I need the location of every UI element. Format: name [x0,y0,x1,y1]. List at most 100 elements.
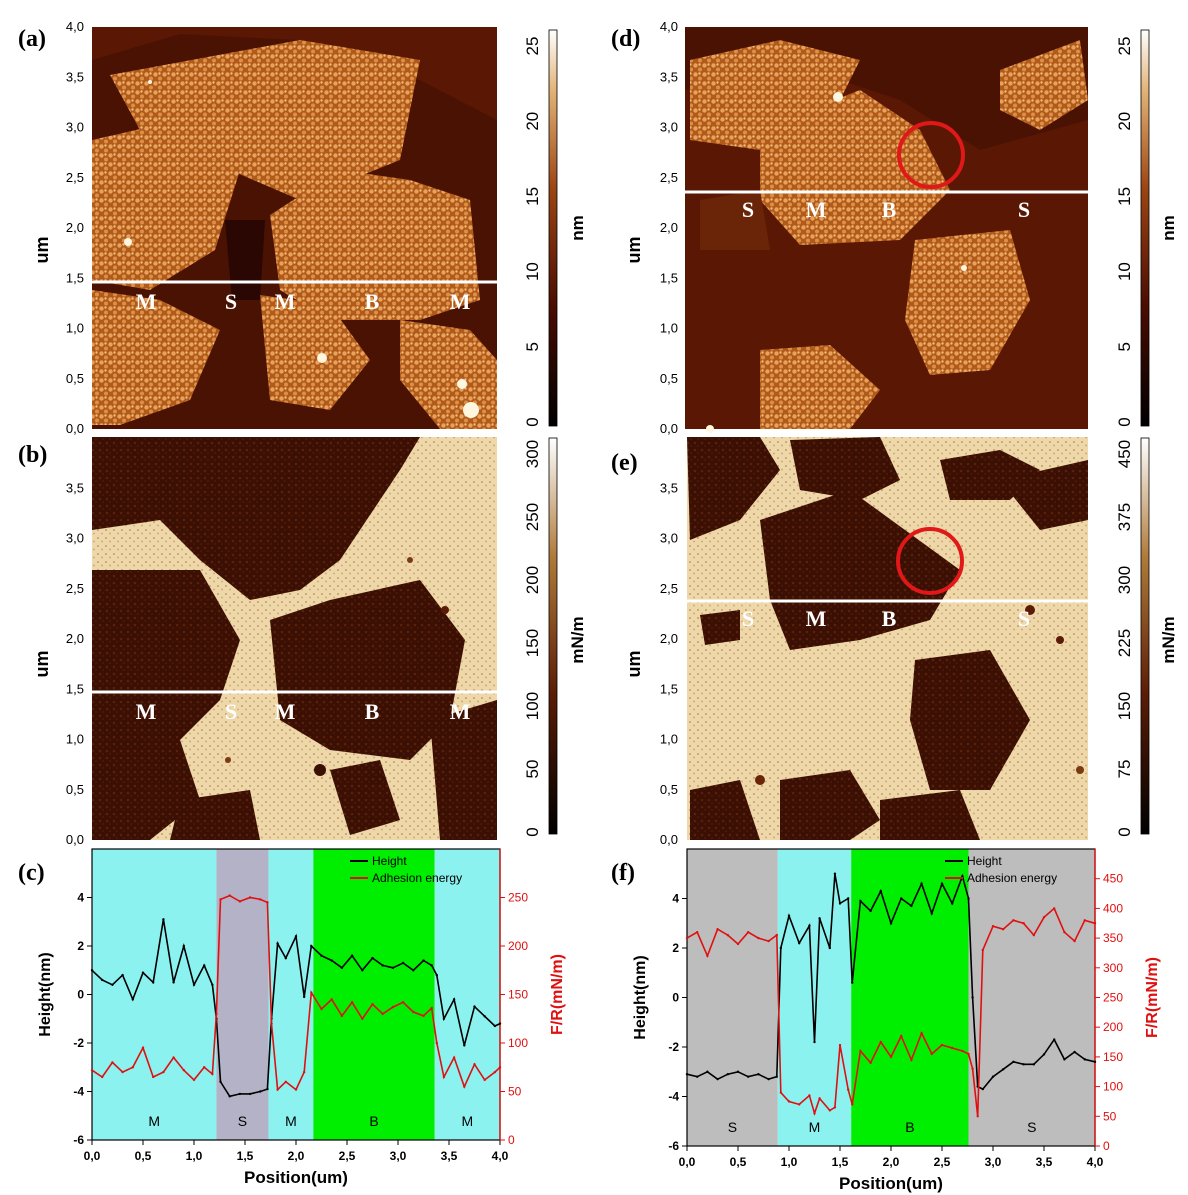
series-point-height [951,902,954,905]
chart-c: M S M B M 0,0 0,5 1,0 1,5 2,0 2,5 3,0 3,5 4,0 -6 -4 -2 0 2… [37,848,566,1187]
series-point-adhesion-energy [1032,933,1036,937]
series-point-height [238,1092,242,1096]
series-point-height [736,1070,740,1073]
series-point-adhesion-energy [101,1075,104,1079]
region-band-b [313,849,435,1140]
series-point-height [787,914,791,918]
series-point-adhesion-energy [266,901,269,904]
series-point-height [930,912,933,915]
series-point-adhesion-energy [219,898,222,901]
panel-d-colorbar-unit: nm [1159,215,1178,241]
panel-e-colorbar-tick: 375 [1115,503,1134,531]
series-point-height [340,966,344,970]
panel-a-ytick-label: 3,0 [66,120,84,135]
series-point-height [940,882,944,885]
series-point-height [1073,1050,1076,1054]
panel-b-colorbar-tick: 50 [523,760,542,779]
region-label-m: M [462,1113,474,1129]
series-point-height [846,897,850,900]
panel-e-ytick-label: 0,0 [660,832,678,847]
chart-f: S M B S 0,0 0,5 1,0 1,5 2,0 2,5 3,0 3,5 4,0 -6 -4 -2 0 2 4… [632,848,1161,1193]
panel-e-colorbar-tick: 0 [1115,827,1134,836]
region-band-m [92,849,217,1140]
series-point-height [838,902,842,905]
panel-a-region-m: M [275,289,296,314]
panel-b-region-m: M [275,699,296,724]
panel-f: (f) S M B S 0,0 0,5 1,0 1,5 2,0 2,5 3,0 3,5 4,0 -6 -4 -… [611,848,1161,1193]
series-point-adhesion-energy [350,1001,354,1004]
panel-d-ytick-label: 0,0 [660,421,678,436]
y-right-tick-label: 0 [1103,1139,1110,1153]
series-point-height [961,875,964,878]
legend-entry: Height [372,854,407,868]
y-tick-label: -4 [668,1090,679,1104]
region-label-b: B [905,1119,914,1135]
panel-a-label: (a) [18,26,46,52]
series-point-height [879,889,882,893]
series-point-height [266,1087,269,1091]
series-point-adhesion-energy [162,1070,165,1074]
x-tick-label: 4,0 [1087,1155,1104,1169]
series-point-height [726,1073,729,1076]
panel-a-colorbar-tick: 5 [523,342,542,351]
x-tick-label: 0,0 [679,1155,696,1169]
panel-d-colorbar-tick: 25 [1115,37,1134,56]
series-point-height [696,1075,699,1078]
panel-c-label: (c) [18,860,45,886]
series-point-height [1002,1068,1005,1071]
y-right-tick-label: 200 [508,939,528,953]
series-point-height [192,983,196,986]
panel-d-ylabel: um [624,237,644,264]
panel-e-colorbar-unit: mN/m [1159,616,1178,663]
series-point-adhesion-energy [238,900,242,903]
y-tick-label: -4 [73,1085,84,1099]
series-point-adhesion-energy [685,936,689,940]
series-point-height [330,959,333,962]
region-label-s: S [728,1119,737,1135]
x-tick-label: 2,5 [934,1155,951,1169]
panel-d-image [685,27,1088,433]
region-label-m: M [285,1113,297,1129]
series-point-height [371,956,374,960]
panel-e-region-b: B [882,606,897,631]
series-point-adhesion-energy [442,1075,446,1079]
panel-b-ytick-label: 1,5 [66,681,84,696]
panel-a-ytick-label: 2,0 [66,220,84,235]
series-point-height [869,909,872,913]
x-tick-label: 2,0 [288,1149,305,1163]
y-right-tick-label: 50 [508,1085,522,1099]
panel-d-colorbar-tick: 20 [1115,112,1134,131]
series-point-height [767,1077,770,1081]
panel-a-colorbar-tick: 15 [523,187,542,206]
panel-d-region-m: M [806,197,827,222]
series-point-height [889,922,893,925]
series-point-height [259,1090,262,1093]
panel-d-label: (d) [611,26,640,52]
legend-entry: Adhesion energy [967,871,1057,885]
series-point-height [779,946,783,950]
series-point-height [493,1024,497,1028]
series-point-adhesion-energy [779,1091,783,1094]
panel-a-colorbar-tick: 25 [523,37,542,56]
series-point-adhesion-energy [696,930,699,934]
region-band-m [434,849,500,1140]
x-tick-label: 0,0 [84,1149,101,1163]
panel-a-colorbar-unit: nm [568,215,587,241]
panel-b-region-b: B [365,699,380,724]
series-point-adhesion-energy [1053,907,1056,910]
series-point-height [228,1095,231,1098]
series-point-adhesion-energy [141,1046,145,1050]
region-label-s: S [1027,1119,1036,1135]
series-point-adhesion-energy [716,927,719,931]
y-tick-label: 2 [672,941,679,955]
series-point-height [828,946,831,950]
x-tick-label: 3,5 [1036,1155,1053,1169]
legend-entry: Adhesion energy [372,871,462,885]
series-point-adhesion-energy [851,1103,854,1106]
panel-e-region-s: S [1018,606,1030,631]
series-point-adhesion-energy [787,1100,791,1103]
series-point-height [473,1005,476,1008]
series-point-height [900,897,903,900]
panel-a-ylabel: um [32,237,52,264]
